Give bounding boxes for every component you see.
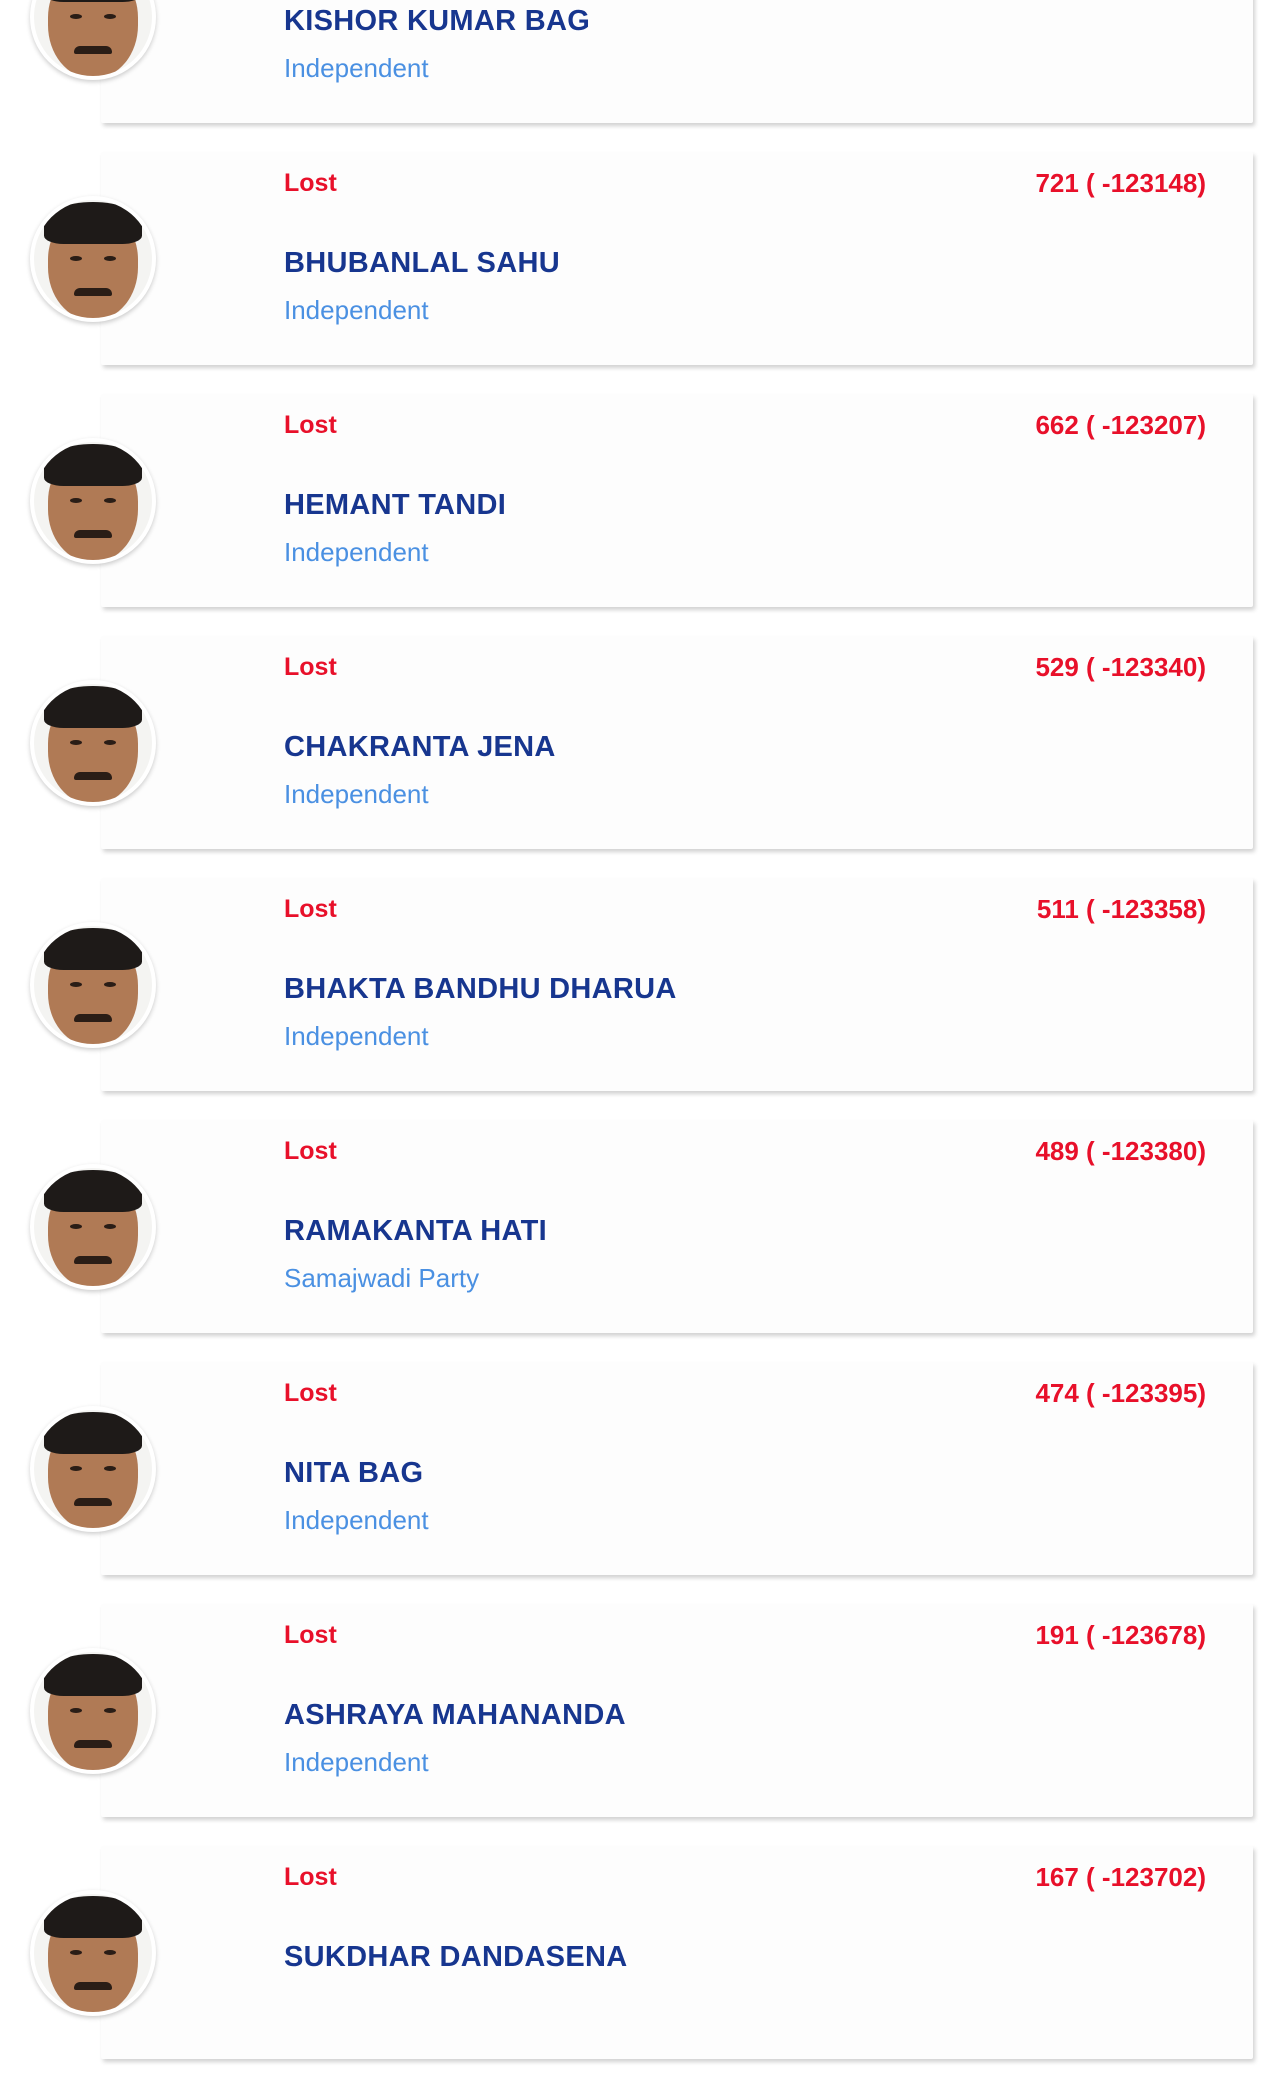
candidate-name: BHAKTA BANDHU DHARUA	[284, 973, 677, 1005]
candidate-item[interactable]: Lost 721 ( -123148) BHUBANLAL SAHU Indep…	[0, 152, 1264, 394]
party-name: Independent	[284, 53, 429, 83]
candidate-avatar	[30, 1890, 156, 2016]
candidate-avatar	[30, 438, 156, 564]
result-status: Lost	[284, 895, 337, 923]
party-name: Independent	[284, 295, 429, 325]
candidate-name: KISHOR KUMAR BAG	[284, 5, 591, 37]
candidate-item[interactable]: Lost 191 ( -123678) ASHRAYA MAHANANDA In…	[0, 1604, 1264, 1846]
candidate-name: NITA BAG	[284, 1457, 424, 1489]
party-name: Independent	[284, 1747, 429, 1777]
candidate-item[interactable]: Lost 474 ( -123395) NITA BAG Independent	[0, 1362, 1264, 1604]
candidate-card[interactable]: Lost 511 ( -123358) BHAKTA BANDHU DHARUA…	[101, 878, 1253, 1091]
candidate-card[interactable]: Lost 529 ( -123340) CHAKRANTA JENA Indep…	[101, 636, 1253, 849]
candidate-item[interactable]: Lost 511 ( -123358) BHAKTA BANDHU DHARUA…	[0, 878, 1264, 1120]
vote-count: 721 ( -123148)	[1035, 168, 1206, 198]
candidate-name: RAMAKANTA HATI	[284, 1215, 548, 1247]
vote-count: 191 ( -123678)	[1035, 1620, 1206, 1650]
party-name: Independent	[284, 779, 429, 809]
result-status: Lost	[284, 1379, 337, 1407]
party-name: Independent	[284, 1505, 429, 1535]
result-status: Lost	[284, 411, 337, 439]
candidate-item[interactable]: Lost 529 ( -123340) CHAKRANTA JENA Indep…	[0, 636, 1264, 878]
candidate-name: CHAKRANTA JENA	[284, 731, 556, 763]
result-status: Lost	[284, 653, 337, 681]
candidate-name: SUKDHAR DANDASENA	[284, 1941, 628, 1973]
candidate-name: BHUBANLAL SAHU	[284, 247, 560, 279]
vote-count: 474 ( -123395)	[1035, 1378, 1206, 1408]
candidate-item[interactable]: KISHOR KUMAR BAG Independent	[0, 0, 1264, 152]
candidate-avatar	[30, 196, 156, 322]
result-status: Lost	[284, 1863, 337, 1891]
candidate-name: HEMANT TANDI	[284, 489, 507, 521]
candidate-avatar	[30, 680, 156, 806]
candidate-avatar	[30, 1164, 156, 1290]
face-photo-icon	[48, 0, 138, 76]
candidate-avatar	[30, 1648, 156, 1774]
vote-count: 662 ( -123207)	[1035, 410, 1206, 440]
party-name: Independent	[284, 537, 429, 567]
vote-count: 489 ( -123380)	[1035, 1136, 1206, 1166]
candidate-item[interactable]: Lost 167 ( -123702) SUKDHAR DANDASENA	[0, 1846, 1264, 2088]
candidate-name: ASHRAYA MAHANANDA	[284, 1699, 626, 1731]
candidate-card[interactable]: Lost 489 ( -123380) RAMAKANTA HATI Samaj…	[101, 1120, 1253, 1333]
result-status: Lost	[284, 1621, 337, 1649]
candidate-card[interactable]: Lost 662 ( -123207) HEMANT TANDI Indepen…	[101, 394, 1253, 607]
result-status: Lost	[284, 1137, 337, 1165]
candidate-item[interactable]: Lost 662 ( -123207) HEMANT TANDI Indepen…	[0, 394, 1264, 636]
candidate-card[interactable]: Lost 721 ( -123148) BHUBANLAL SAHU Indep…	[101, 152, 1253, 365]
candidate-card[interactable]: Lost 167 ( -123702) SUKDHAR DANDASENA	[101, 1846, 1253, 2059]
candidate-avatar	[30, 1406, 156, 1532]
candidate-avatar	[30, 922, 156, 1048]
candidate-card[interactable]: Lost 191 ( -123678) ASHRAYA MAHANANDA In…	[101, 1604, 1253, 1817]
vote-count: 529 ( -123340)	[1035, 652, 1206, 682]
candidate-card[interactable]: KISHOR KUMAR BAG Independent	[101, 0, 1253, 123]
party-name: Independent	[284, 1021, 429, 1051]
party-name: Samajwadi Party	[284, 1263, 480, 1293]
candidate-item[interactable]: Lost 489 ( -123380) RAMAKANTA HATI Samaj…	[0, 1120, 1264, 1362]
candidate-card[interactable]: Lost 474 ( -123395) NITA BAG Independent	[101, 1362, 1253, 1575]
result-status: Lost	[284, 169, 337, 197]
vote-count: 167 ( -123702)	[1035, 1862, 1206, 1892]
vote-count: 511 ( -123358)	[1036, 894, 1206, 924]
